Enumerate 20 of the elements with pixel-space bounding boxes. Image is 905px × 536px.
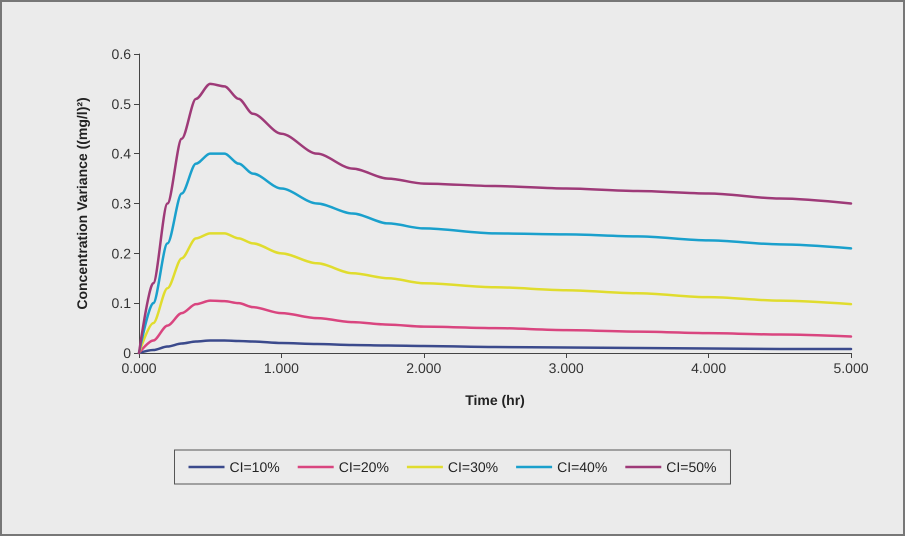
legend-label: CI=40%	[557, 459, 608, 475]
x-axis-title: Time (hr)	[465, 392, 525, 408]
y-axis-title: Concentration Variance ((mg/l)²)	[74, 97, 90, 310]
legend-label: CI=50%	[666, 459, 716, 475]
x-tick-label: 0.000	[121, 360, 157, 376]
x-tick-label: 2.000	[406, 360, 442, 376]
x-tick-label: 3.000	[548, 360, 584, 376]
x-tick-label: 1.000	[264, 360, 300, 376]
y-tick-label: 0.3	[112, 196, 132, 212]
legend-label: CI=10%	[230, 459, 280, 475]
y-tick-label: 0.2	[112, 245, 132, 262]
y-tick-label: 0.4	[112, 146, 132, 162]
y-tick-label: 0.5	[112, 96, 132, 112]
x-tick-label: 4.000	[691, 360, 726, 376]
y-tick-label: 0.1	[112, 295, 132, 312]
y-tick-label: 0.6	[112, 46, 132, 62]
legend-label: CI=30%	[448, 459, 498, 475]
x-tick-label: 5.000	[833, 360, 869, 376]
legend-label: CI=20%	[338, 459, 389, 475]
y-tick-label: 0	[123, 345, 132, 361]
